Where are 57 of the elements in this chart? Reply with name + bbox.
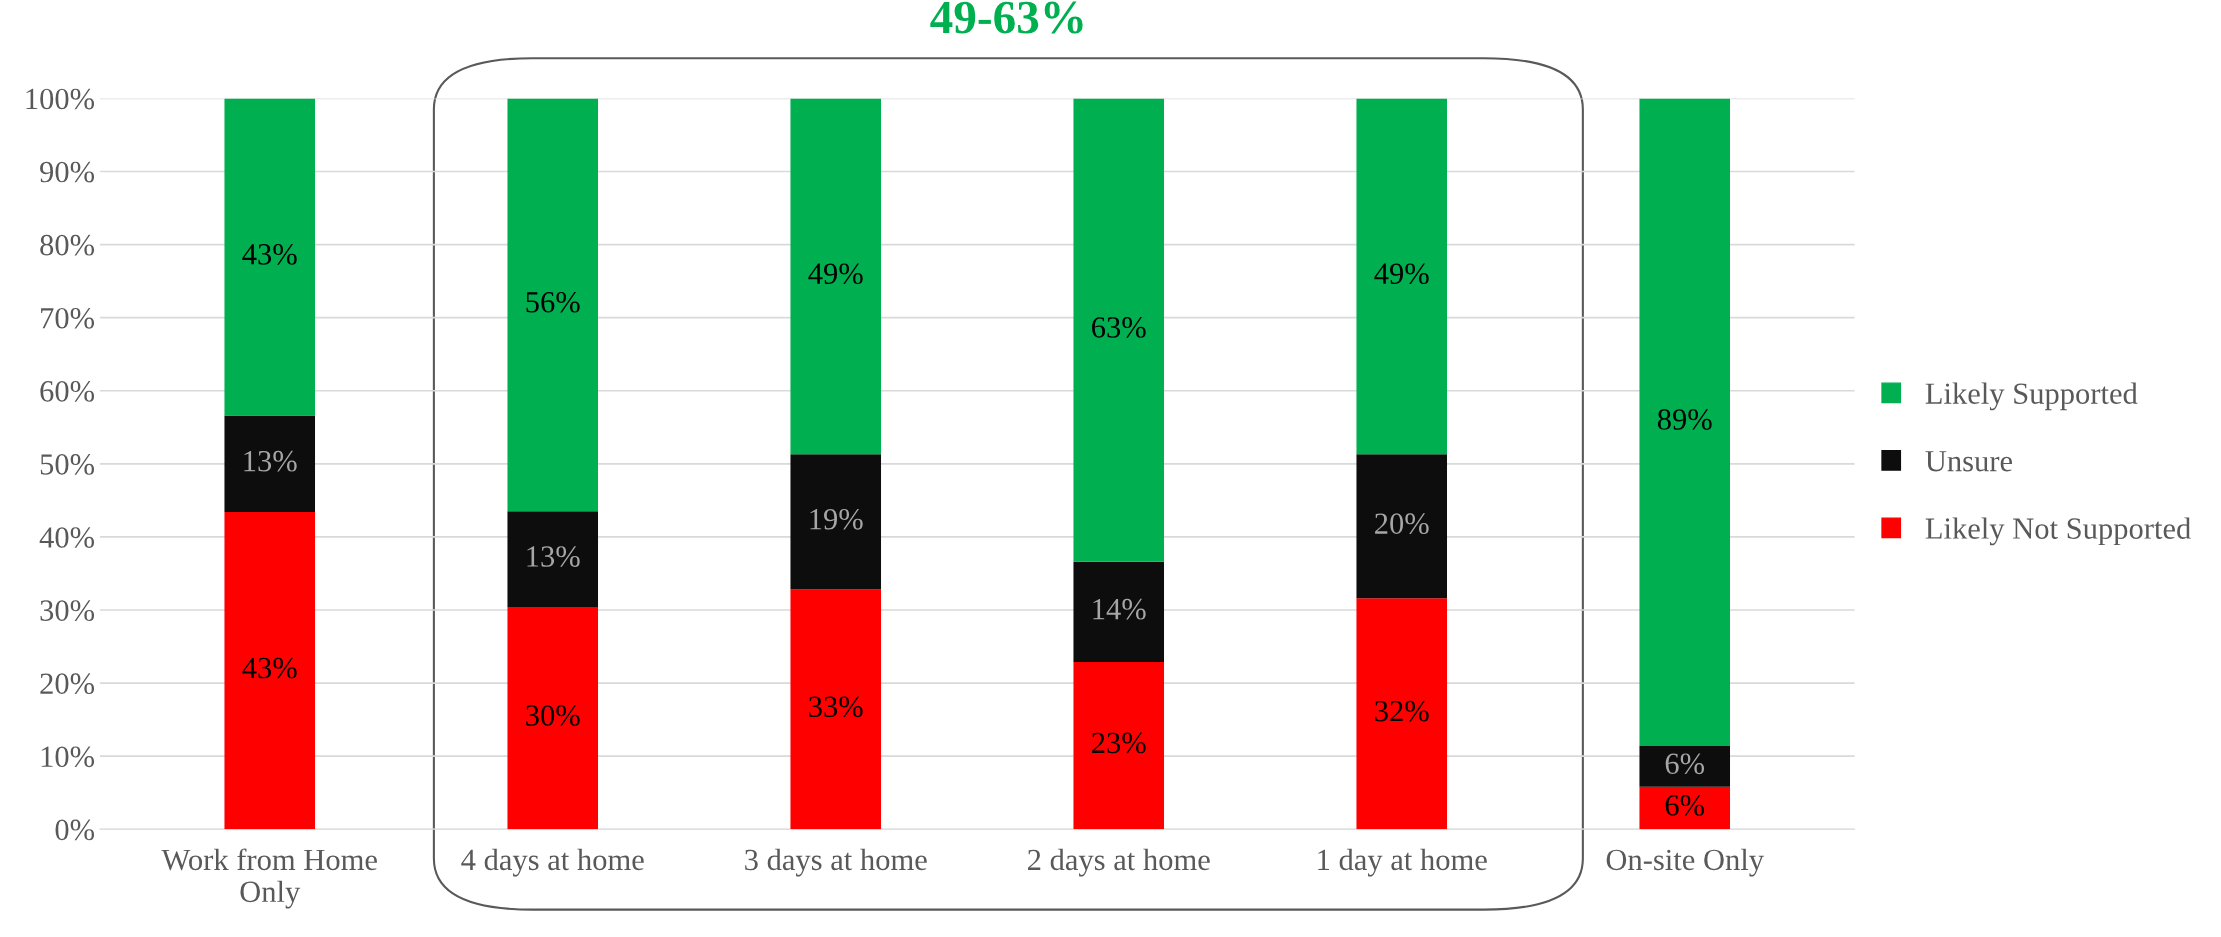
data-label: 13% — [244, 450, 297, 472]
text: 49-63% — [930, 1, 1083, 34]
y-tick-label: 20% — [40, 673, 95, 695]
bar — [790, 98, 882, 455]
data-label: 56% — [526, 291, 580, 313]
bar — [1356, 98, 1448, 455]
bar — [1356, 454, 1448, 599]
legend-label: Likely Supported — [1925, 382, 2138, 411]
data-label: 49% — [808, 263, 863, 285]
data-label: 20% — [1375, 513, 1429, 535]
bar — [224, 98, 316, 416]
bar — [790, 589, 882, 830]
data-label: 89% — [1657, 409, 1712, 430]
x-tick-label: On-site Only — [1606, 848, 1764, 877]
data-label: 63% — [1092, 317, 1146, 338]
bar — [1639, 98, 1731, 746]
y-tick-label: 70% — [41, 307, 95, 329]
data-label: 19% — [810, 508, 863, 530]
y-tick-label: 60% — [40, 381, 95, 402]
y-tick-label: 50% — [40, 454, 95, 475]
bar — [790, 454, 882, 590]
y-tick-label: 0% — [55, 819, 95, 841]
x-tick-label: 1 day at home — [1318, 848, 1487, 877]
bar — [1639, 786, 1731, 830]
bar — [507, 98, 599, 512]
data-label: 32% — [1375, 700, 1429, 722]
y-tick-label: 90% — [40, 161, 95, 183]
x-tick-label: Work from Home Only — [161, 848, 377, 909]
bar — [1639, 745, 1731, 787]
data-label: 13% — [527, 546, 580, 567]
y-tick-label: 40% — [39, 527, 95, 548]
data-label: 49% — [1374, 263, 1429, 285]
bar — [1073, 661, 1165, 830]
bar — [224, 415, 316, 513]
data-label: 33% — [809, 696, 863, 718]
data-label: 6% — [1665, 795, 1705, 816]
legend-label: Unsure — [1925, 451, 2012, 472]
bar — [1073, 561, 1165, 662]
data-label: 30% — [526, 705, 580, 726]
y-tick-label: 10% — [41, 746, 95, 768]
data-label: 43% — [242, 657, 297, 679]
legend-label: Likely Not Supported — [1925, 517, 2191, 546]
y-tick-label: 30% — [40, 600, 95, 621]
data-label: 43% — [242, 244, 297, 265]
data-label: 6% — [1665, 753, 1705, 775]
x-tick-label: 2 days at home — [1028, 848, 1210, 877]
y-tick-label: 80% — [40, 234, 95, 256]
y-tick-label: 100% — [26, 88, 95, 110]
bar — [507, 511, 599, 608]
bar — [1073, 98, 1165, 562]
data-label: 23% — [1092, 732, 1146, 754]
bar — [1356, 598, 1448, 830]
data-label: 14% — [1093, 598, 1146, 620]
x-tick-label: 4 days at home — [461, 848, 644, 877]
bar — [224, 512, 316, 830]
bar — [507, 607, 599, 830]
x-tick-label: 3 days at home — [745, 848, 927, 877]
